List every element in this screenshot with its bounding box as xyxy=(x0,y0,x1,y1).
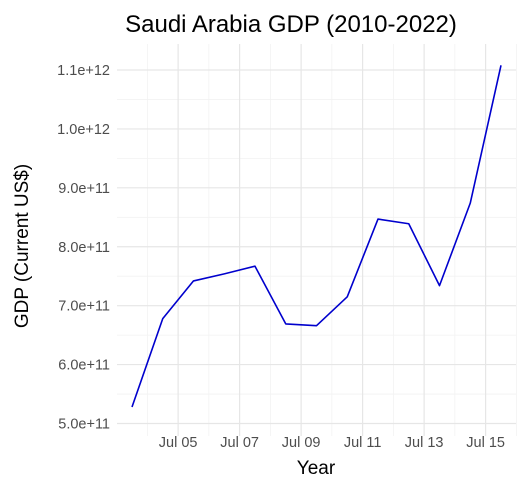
y-axis-title: GDP (Current US$) xyxy=(12,164,33,328)
y-tick-label: 9.0e+11 xyxy=(58,181,110,197)
y-tick-label: 7.0e+11 xyxy=(58,299,110,315)
chart-title: Saudi Arabia GDP (2010-2022) xyxy=(125,11,457,38)
x-tick-label: Jul 07 xyxy=(220,435,259,451)
y-tick-label: 1.1e+12 xyxy=(57,63,110,79)
gdp-series-line xyxy=(131,65,502,408)
y-axis-ticks: 5.0e+11 6.0e+11 7.0e+11 8.0e+11 9.0e+11 1.0e+… xyxy=(57,63,110,433)
y-tick-label: 5.0e+11 xyxy=(58,417,110,433)
x-tick-label: Jul 09 xyxy=(282,435,321,451)
x-tick-label: Jul 11 xyxy=(344,435,382,451)
y-tick-label: 6.0e+11 xyxy=(58,358,110,374)
y-tick-label: 1.0e+12 xyxy=(57,122,110,138)
x-tick-label: Jul 13 xyxy=(405,435,444,451)
grid xyxy=(117,44,517,436)
x-tick-label: Jul 15 xyxy=(466,435,505,451)
x-tick-label: Jul 05 xyxy=(159,435,198,451)
x-axis-title: Year xyxy=(297,458,336,479)
series-group xyxy=(131,65,502,408)
x-axis-ticks: Jul 05 Jul 07 Jul 09 Jul 11 Jul 13 Jul 15 xyxy=(159,435,505,451)
y-tick-label: 8.0e+11 xyxy=(58,240,110,256)
